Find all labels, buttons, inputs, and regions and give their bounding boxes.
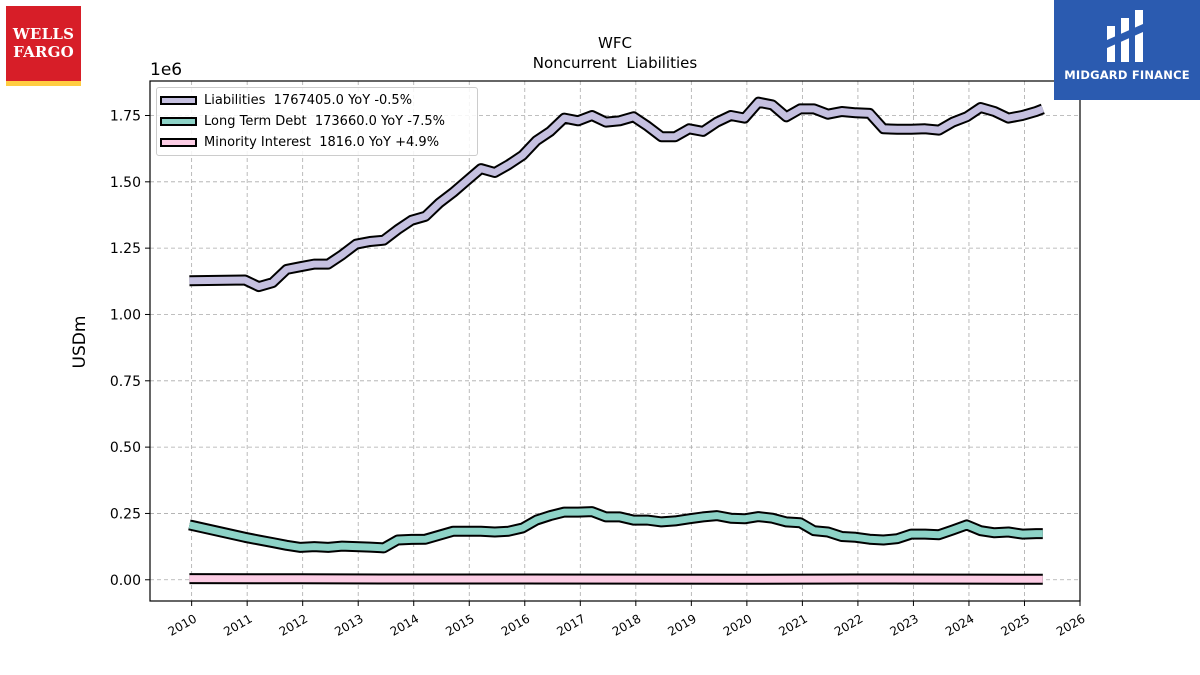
legend-swatch-liabilities	[160, 95, 197, 105]
midgard-finance-logo: MIDGARD FINANCE	[1054, 0, 1200, 100]
x-tick-label: 2011	[221, 611, 254, 638]
x-tick-label: 2023	[887, 611, 920, 638]
x-tick-label: 2022	[832, 611, 865, 638]
plot-frame	[149, 80, 1081, 602]
y-tick-label: 0.75	[110, 374, 141, 390]
series-line-1	[189, 98, 1045, 291]
y-tick-label: 1.50	[110, 175, 141, 191]
y-tick-label: 0.25	[110, 506, 141, 522]
chart-subtitle: Noncurrent Liabilities	[533, 54, 698, 72]
x-tick-label: 2013	[332, 611, 365, 638]
x-tick-label: 2020	[721, 611, 754, 638]
legend-swatch-minority-interest	[160, 137, 197, 147]
logo-text: MIDGARD FINANCE	[1064, 68, 1190, 82]
midgard-mark-icon	[1107, 10, 1143, 62]
y-tick-label: 1.25	[110, 241, 141, 257]
x-tick-label: 2018	[610, 611, 643, 638]
y-tick-label: 0.50	[110, 440, 141, 456]
x-tick-label: 2024	[943, 611, 976, 638]
x-tick-label: 2015	[443, 611, 476, 638]
x-tick-label: 2019	[665, 611, 698, 638]
legend-swatch-long-term-debt	[160, 116, 197, 126]
y-offset-text: 1e6	[150, 60, 182, 80]
y-axis-label: USDm	[70, 316, 90, 369]
x-tick-label: 2012	[277, 611, 310, 638]
x-tick-label: 2017	[554, 611, 587, 638]
logo-text-line-1: WELLS	[12, 25, 75, 43]
chart-legend: Liabilities 1767405.0 YoY -0.5% Long Ter…	[156, 87, 478, 156]
grid-lines	[150, 81, 1081, 601]
series-line-3	[189, 575, 1043, 583]
legend-item-liabilities: Liabilities 1767405.0 YoY -0.5%	[160, 91, 412, 109]
x-tick-label: 2014	[388, 611, 421, 638]
x-tick-label: 2025	[999, 611, 1032, 638]
legend-label-liabilities: Liabilities 1767405.0 YoY -0.5%	[204, 92, 413, 108]
x-tick-label: 2021	[776, 611, 809, 638]
x-tick-label: 2010	[166, 611, 199, 638]
y-tick-label: 1.00	[110, 307, 141, 323]
wells-fargo-logo: WELLS FARGO	[6, 6, 81, 86]
x-tick-label: 2026	[1054, 611, 1087, 638]
legend-label-minority-interest: Minority Interest 1816.0 YoY +4.9%	[204, 134, 440, 150]
series-line-2	[188, 508, 1043, 552]
chart-title: WFC	[598, 34, 632, 52]
y-tick-label: 1.75	[110, 108, 141, 124]
series-lines	[188, 96, 1045, 585]
axes: 0.00 0.25 0.50 0.75 1.00 1.25 1.50 1.75 2010 2011…	[110, 108, 1088, 638]
legend-item-minority-interest: Minority Interest 1816.0 YoY +4.9%	[160, 133, 439, 151]
logo-text-line-2: FARGO	[13, 43, 74, 61]
legend-item-long-term-debt: Long Term Debt 173660.0 YoY -7.5%	[160, 112, 445, 130]
legend-label-long-term-debt: Long Term Debt 173660.0 YoY -7.5%	[204, 113, 445, 129]
y-tick-label: 0.00	[110, 573, 141, 589]
x-tick-label: 2016	[499, 611, 532, 638]
